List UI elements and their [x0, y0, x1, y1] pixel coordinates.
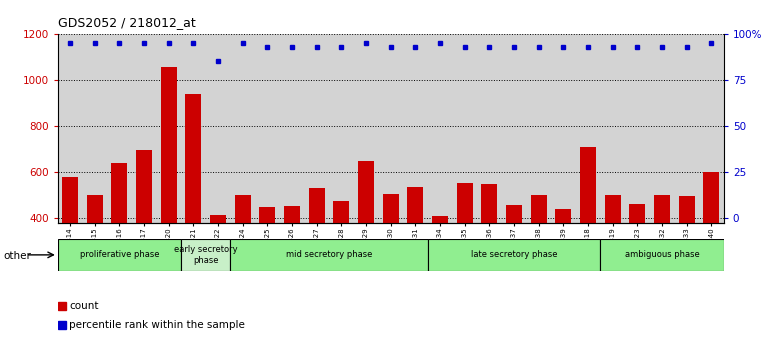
Bar: [580, 147, 596, 311]
Bar: [604, 195, 621, 311]
Bar: [161, 67, 177, 311]
Bar: [428, 239, 601, 271]
Bar: [235, 195, 251, 311]
Bar: [62, 177, 78, 311]
Bar: [704, 172, 719, 311]
Bar: [87, 195, 102, 311]
Bar: [531, 195, 547, 311]
Text: GDS2052 / 218012_at: GDS2052 / 218012_at: [58, 16, 196, 29]
Bar: [181, 239, 230, 271]
Text: late secretory phase: late secretory phase: [471, 250, 557, 259]
Text: mid secretory phase: mid secretory phase: [286, 250, 372, 259]
Text: other: other: [4, 251, 32, 261]
Text: percentile rank within the sample: percentile rank within the sample: [69, 320, 245, 330]
Bar: [358, 161, 374, 311]
Bar: [284, 206, 300, 311]
Bar: [186, 94, 202, 311]
Bar: [679, 196, 695, 311]
Text: ambiguous phase: ambiguous phase: [624, 250, 699, 259]
Bar: [629, 204, 645, 311]
Bar: [432, 216, 448, 311]
Bar: [210, 215, 226, 311]
Bar: [407, 187, 424, 311]
Text: early secretory
phase: early secretory phase: [174, 245, 238, 264]
Bar: [58, 239, 181, 271]
Bar: [259, 207, 276, 311]
Bar: [230, 239, 428, 271]
Text: proliferative phase: proliferative phase: [79, 250, 159, 259]
Bar: [309, 188, 325, 311]
Bar: [481, 184, 497, 311]
Bar: [555, 209, 571, 311]
Text: count: count: [69, 301, 99, 312]
Bar: [112, 163, 128, 311]
Bar: [333, 201, 350, 311]
Bar: [136, 150, 152, 311]
Bar: [383, 194, 399, 311]
Bar: [457, 183, 473, 311]
Bar: [506, 205, 522, 311]
Bar: [601, 239, 724, 271]
Bar: [654, 195, 670, 311]
